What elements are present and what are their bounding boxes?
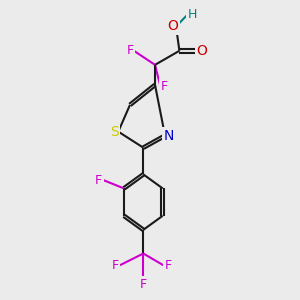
- Text: O: O: [167, 20, 178, 33]
- Text: F: F: [160, 80, 168, 93]
- Text: O: O: [197, 44, 208, 58]
- Text: F: F: [140, 278, 147, 291]
- Text: S: S: [110, 124, 118, 139]
- Text: F: F: [112, 259, 119, 272]
- Text: F: F: [126, 44, 134, 57]
- Text: H: H: [188, 8, 197, 21]
- Text: F: F: [95, 174, 102, 187]
- Text: F: F: [164, 259, 172, 272]
- Text: N: N: [164, 129, 174, 142]
